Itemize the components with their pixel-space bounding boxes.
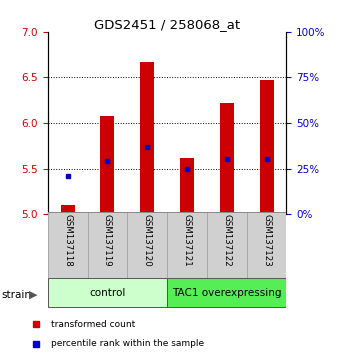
Text: control: control [89, 288, 125, 298]
Bar [101, 116, 114, 214]
Text: GSM137119: GSM137119 [103, 215, 112, 267]
Text: TAC1 overexpressing: TAC1 overexpressing [172, 288, 282, 298]
Text: GSM137118: GSM137118 [63, 215, 72, 267]
Bar [260, 80, 273, 214]
Bar [220, 103, 234, 214]
FancyBboxPatch shape [48, 212, 88, 278]
Text: ▶: ▶ [29, 290, 38, 299]
Text: transformed count: transformed count [51, 320, 136, 329]
FancyBboxPatch shape [127, 212, 167, 278]
Text: GSM137121: GSM137121 [182, 215, 192, 267]
Title: GDS2451 / 258068_at: GDS2451 / 258068_at [94, 18, 240, 31]
Text: GSM137123: GSM137123 [262, 215, 271, 267]
FancyBboxPatch shape [167, 212, 207, 278]
Bar [180, 158, 194, 214]
FancyBboxPatch shape [48, 279, 167, 307]
FancyBboxPatch shape [167, 279, 286, 307]
Text: GSM137120: GSM137120 [143, 215, 152, 267]
Bar [61, 205, 75, 214]
FancyBboxPatch shape [247, 212, 286, 278]
Text: strain: strain [2, 290, 32, 299]
Text: GSM137122: GSM137122 [222, 215, 231, 267]
Text: percentile rank within the sample: percentile rank within the sample [51, 339, 205, 348]
FancyBboxPatch shape [88, 212, 127, 278]
FancyBboxPatch shape [207, 212, 247, 278]
Bar [140, 62, 154, 214]
